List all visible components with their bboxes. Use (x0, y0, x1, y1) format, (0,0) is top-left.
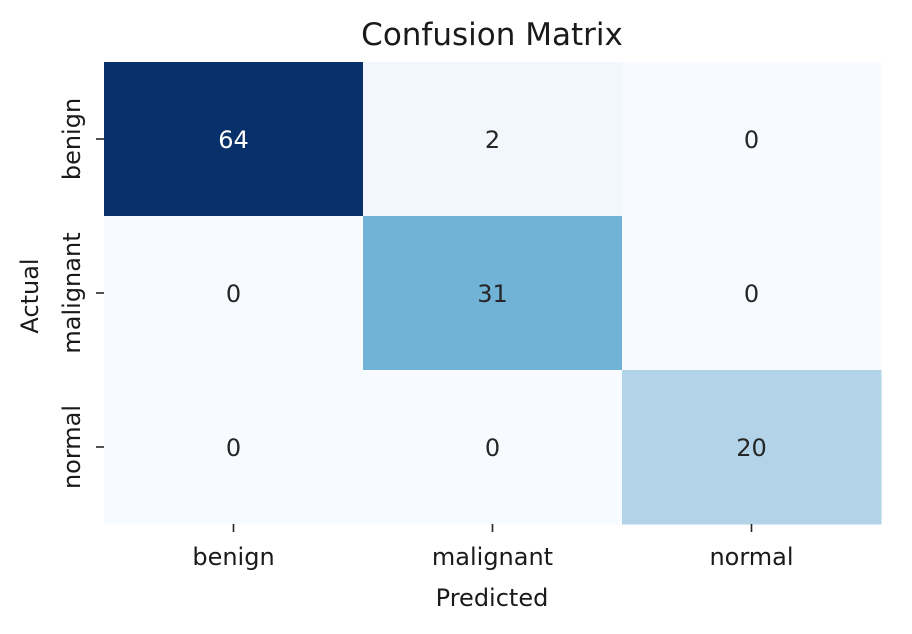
heatmap-cell-1-0 (104, 216, 364, 371)
heatmap-cell-0-0 (104, 62, 364, 217)
heatmap-cell-1-2 (622, 216, 882, 371)
heatmap-cell-0-1 (363, 62, 623, 217)
x-tick-label: malignant (432, 543, 553, 571)
y-axis-label: Actual (16, 258, 44, 333)
heatmap-cell-1-1 (363, 216, 623, 371)
cell-value-label: 0 (226, 280, 241, 308)
chart-title: Confusion Matrix (361, 17, 623, 53)
cell-value-label: 0 (744, 126, 759, 154)
cell-value-label: 0 (485, 434, 500, 462)
heatmap-cell-2-1 (363, 370, 623, 525)
cell-value-label: 64 (218, 126, 249, 154)
x-tick-label: benign (192, 543, 274, 571)
heatmap-cell-0-2 (622, 62, 882, 217)
heatmap-cells: 64 2 00 31 00 0 20 (104, 62, 882, 525)
y-tick-label: benign (58, 98, 86, 180)
heatmap-cell-2-0 (104, 370, 364, 525)
heatmap-cell-2-2 (622, 370, 882, 525)
cell-value-label: 0 (226, 434, 241, 462)
x-axis-label: Predicted (436, 584, 549, 612)
cell-value-label: 20 (736, 434, 767, 462)
cell-value-label: 31 (477, 280, 508, 308)
axis-ticks: benign malignant normal benign malignant norm… (58, 98, 794, 571)
y-tick-label: malignant (58, 232, 86, 353)
y-tick-label: normal (58, 405, 86, 489)
cell-value-label: 2 (485, 126, 500, 154)
x-tick-label: normal (709, 543, 793, 571)
cell-value-label: 0 (744, 280, 759, 308)
